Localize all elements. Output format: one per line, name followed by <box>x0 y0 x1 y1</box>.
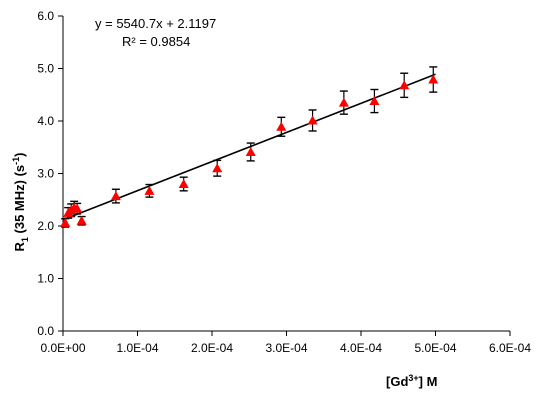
x-axis-title: [Gd3+] M <box>386 373 437 389</box>
data-point <box>276 122 286 131</box>
trendline-equation: y = 5540.7x + 2.1197 <box>95 16 216 31</box>
y-tick-label: 4.0 <box>37 114 54 128</box>
x-tick-label: 2.0E-04 <box>191 341 233 355</box>
y-axis-title-group: R1 (35 MHz) (s-1) <box>11 153 30 252</box>
x-tick-label: 1.0E-04 <box>116 341 158 355</box>
y-tick-label: 6.0 <box>37 9 54 23</box>
data-point <box>308 115 318 124</box>
x-tick-label: 6.0E-04 <box>489 341 531 355</box>
x-tick-label: 4.0E-04 <box>340 341 382 355</box>
y-tick-label: 1.0 <box>37 272 54 286</box>
x-tick-label: 5.0E-04 <box>414 341 456 355</box>
x-tick-label: 0.0E+00 <box>40 341 85 355</box>
data-point <box>212 163 222 172</box>
data-point <box>179 179 189 188</box>
y-tick-label: 5.0 <box>37 62 54 76</box>
axes <box>63 16 510 331</box>
data-point <box>339 98 349 107</box>
y-tick-label: 0.0 <box>37 324 54 338</box>
ticks: 0.0E+00 1.0E-04 2.0E-04 3.0E-04 4.0E-04 5.0E-… <box>37 9 531 355</box>
data-markers <box>60 75 438 227</box>
y-tick-label: 2.0 <box>37 219 54 233</box>
y-tick-label: 3.0 <box>37 167 54 181</box>
r-squared-label: R² = 0.9854 <box>122 34 190 49</box>
y-axis-title: R1 (35 MHz) (s-1) <box>11 153 30 252</box>
data-point <box>111 191 121 200</box>
x-tick-label: 3.0E-04 <box>265 341 307 355</box>
